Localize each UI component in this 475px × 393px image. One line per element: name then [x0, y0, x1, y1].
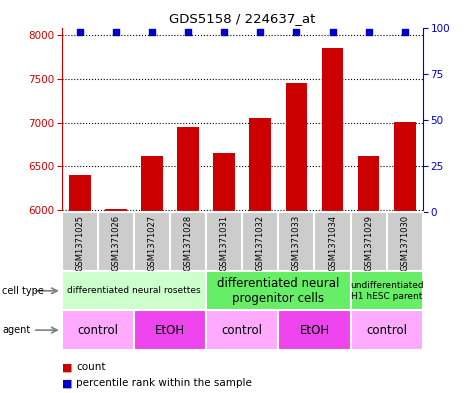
- Text: percentile rank within the sample: percentile rank within the sample: [76, 378, 252, 388]
- Bar: [105, 209, 127, 393]
- Bar: [62, 310, 134, 350]
- Text: control: control: [222, 323, 263, 337]
- Bar: [134, 310, 206, 350]
- Text: GSM1371028: GSM1371028: [184, 215, 192, 271]
- Point: [112, 29, 120, 35]
- Point: [365, 29, 372, 35]
- Point: [401, 29, 408, 35]
- Bar: [69, 175, 91, 393]
- Bar: [206, 271, 351, 310]
- Text: undifferentiated
H1 hESC parent: undifferentiated H1 hESC parent: [350, 281, 424, 301]
- Text: GSM1371025: GSM1371025: [76, 215, 84, 271]
- Bar: [322, 48, 343, 393]
- Text: GSM1371026: GSM1371026: [112, 215, 120, 271]
- Point: [76, 29, 84, 35]
- Bar: [249, 118, 271, 393]
- Point: [184, 29, 192, 35]
- Text: GSM1371030: GSM1371030: [400, 215, 409, 271]
- Bar: [62, 271, 206, 310]
- Text: GSM1371027: GSM1371027: [148, 215, 156, 271]
- Bar: [351, 271, 423, 310]
- Text: GSM1371031: GSM1371031: [220, 215, 228, 271]
- Point: [293, 29, 300, 35]
- Point: [329, 29, 336, 35]
- Point: [256, 29, 264, 35]
- Text: count: count: [76, 362, 105, 373]
- Bar: [141, 156, 163, 393]
- Bar: [206, 310, 278, 350]
- Text: control: control: [366, 323, 407, 337]
- Text: cell type: cell type: [2, 286, 44, 296]
- Point: [148, 29, 156, 35]
- Text: differentiated neural
progenitor cells: differentiated neural progenitor cells: [217, 277, 340, 305]
- Text: ■: ■: [62, 362, 72, 373]
- Bar: [394, 121, 416, 393]
- Text: differentiated neural rosettes: differentiated neural rosettes: [67, 286, 201, 295]
- Text: ■: ■: [62, 378, 72, 388]
- Bar: [177, 127, 199, 393]
- Text: GSM1371033: GSM1371033: [292, 215, 301, 272]
- Text: GSM1371034: GSM1371034: [328, 215, 337, 271]
- Bar: [213, 153, 235, 393]
- Point: [220, 29, 228, 35]
- Text: EtOH: EtOH: [155, 323, 185, 337]
- Bar: [278, 310, 351, 350]
- Bar: [351, 310, 423, 350]
- Text: EtOH: EtOH: [299, 323, 330, 337]
- Bar: [285, 83, 307, 393]
- Text: GSM1371029: GSM1371029: [364, 215, 373, 271]
- Title: GDS5158 / 224637_at: GDS5158 / 224637_at: [169, 12, 315, 25]
- Text: agent: agent: [2, 325, 30, 335]
- Bar: [358, 156, 380, 393]
- Text: control: control: [77, 323, 118, 337]
- Text: GSM1371032: GSM1371032: [256, 215, 265, 271]
